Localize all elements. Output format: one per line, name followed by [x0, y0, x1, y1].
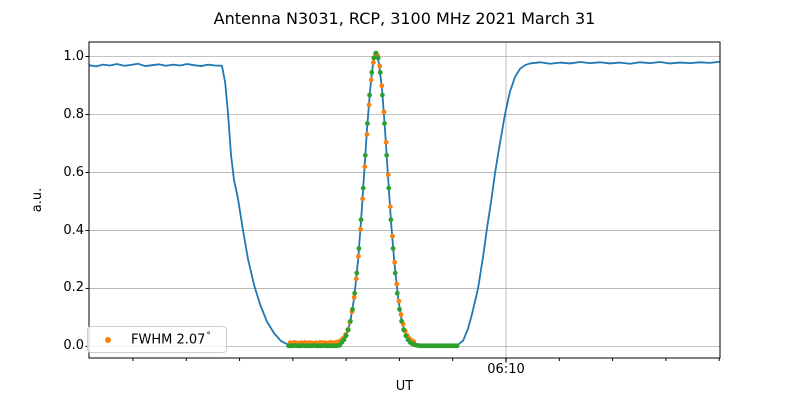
measured-points-marker — [358, 226, 363, 232]
gaussian-fit-points-marker — [392, 270, 398, 276]
y-tick-label-1.0: 1.0 — [63, 49, 84, 64]
gaussian-fit-points-marker — [454, 343, 460, 349]
measured-points-marker — [394, 281, 400, 287]
gaussian-fit-points-marker — [352, 290, 358, 296]
gaussian-fit-points-marker — [386, 185, 392, 191]
measured-points-marker — [353, 276, 359, 282]
gaussian-fit-points-marker — [350, 306, 355, 312]
gaussian-fit-points-marker — [384, 152, 390, 158]
gaussian-fit-points-marker — [390, 246, 396, 251]
gaussian-fit-points-marker — [382, 121, 387, 126]
gaussian-fit-points-marker — [354, 270, 360, 276]
legend-marker-icon — [105, 336, 111, 343]
degree-symbol: ° — [206, 331, 211, 342]
drift-scan-line — [88, 52, 721, 347]
gaussian-fit-points-marker — [394, 290, 400, 296]
measured-points-marker — [381, 109, 387, 115]
gaussian-fit-points-marker — [362, 152, 368, 158]
gaussian-fit-points — [286, 50, 460, 349]
y-tick-label-0.2: 0.2 — [63, 280, 84, 295]
measured-points — [287, 51, 417, 346]
measured-points-marker — [356, 253, 361, 259]
gaussian-fit-points-marker — [360, 185, 366, 191]
measured-points-marker — [368, 77, 374, 83]
legend: FWHM 2.07° — [87, 326, 227, 353]
gaussian-fit-points-marker — [377, 70, 383, 75]
chart-title: Antenna N3031, RCP, 3100 MHz 2021 March … — [213, 9, 596, 28]
gaussian-fit-points-marker — [399, 318, 404, 324]
y-tick-label-0.8: 0.8 — [63, 107, 84, 122]
gaussian-fit-points-marker — [379, 92, 385, 98]
legend-label: FWHM 2.07° — [131, 331, 211, 348]
gaussian-fit-points-marker — [397, 306, 402, 312]
measured-points-marker — [379, 83, 385, 89]
measured-points-marker — [396, 298, 402, 304]
y-tick-label-0.6: 0.6 — [63, 165, 84, 180]
x-axis-label: UT — [395, 379, 414, 394]
gaussian-fit-points-marker — [375, 55, 381, 61]
gaussian-fit-points-marker — [403, 333, 409, 339]
gaussian-fit-points-marker — [365, 121, 370, 126]
gaussian-fit-points-marker — [371, 55, 377, 61]
gaussian-fit-points-marker — [341, 337, 347, 343]
x-tick-label-0610: 06:10 — [487, 362, 525, 377]
gaussian-fit-points-marker — [373, 50, 379, 56]
axes-spines — [88, 41, 721, 359]
gaussian-fit-points-marker — [356, 246, 362, 251]
y-axis-label: a.u. — [30, 187, 45, 213]
measured-points-marker — [390, 233, 395, 239]
gaussian-fit-points-marker — [367, 92, 372, 98]
measured-points-marker — [362, 164, 368, 170]
measured-points-marker — [366, 102, 372, 108]
gaussian-fit-points-marker — [343, 333, 349, 339]
measured-points-marker — [398, 312, 404, 317]
measured-points-marker — [392, 259, 398, 265]
measured-points-marker — [385, 172, 391, 178]
measured-points-marker — [370, 60, 376, 65]
gaussian-fit-points-marker — [345, 327, 351, 333]
gaussian-fit-points-marker — [388, 217, 394, 223]
gaussian-fit-points-marker — [348, 318, 353, 324]
gaussian-fit-points-marker — [369, 70, 375, 75]
gaussian-fit-points-marker — [358, 217, 364, 223]
measured-points-marker — [364, 132, 370, 137]
y-tick-label-0.0: 0.0 — [63, 338, 84, 353]
gaussian-fit-points-marker — [401, 327, 407, 333]
measured-points-marker — [377, 63, 383, 69]
measured-points-marker — [360, 196, 366, 202]
measured-points-marker — [351, 295, 357, 300]
y-tick-label-0.4: 0.4 — [63, 223, 84, 238]
measured-points-marker — [387, 204, 393, 210]
measured-points-marker — [383, 139, 389, 145]
